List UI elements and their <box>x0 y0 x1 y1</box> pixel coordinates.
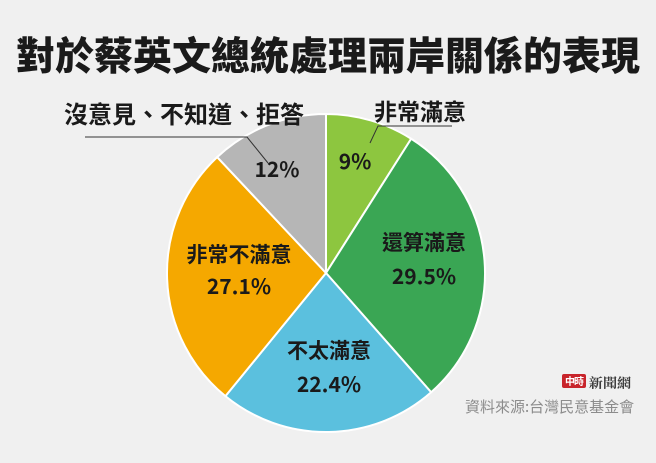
svg-text:12%: 12% <box>254 154 299 184</box>
svg-text:27.1%: 27.1% <box>207 271 271 301</box>
svg-text:9%: 9% <box>339 146 372 176</box>
svg-text:非常不滿意: 非常不滿意 <box>187 239 292 269</box>
svg-text:不太滿意: 不太滿意 <box>287 335 371 365</box>
svg-text:22.4%: 22.4% <box>297 369 361 399</box>
svg-text:29.5%: 29.5% <box>392 261 456 291</box>
svg-text:還算滿意: 還算滿意 <box>382 227 466 257</box>
